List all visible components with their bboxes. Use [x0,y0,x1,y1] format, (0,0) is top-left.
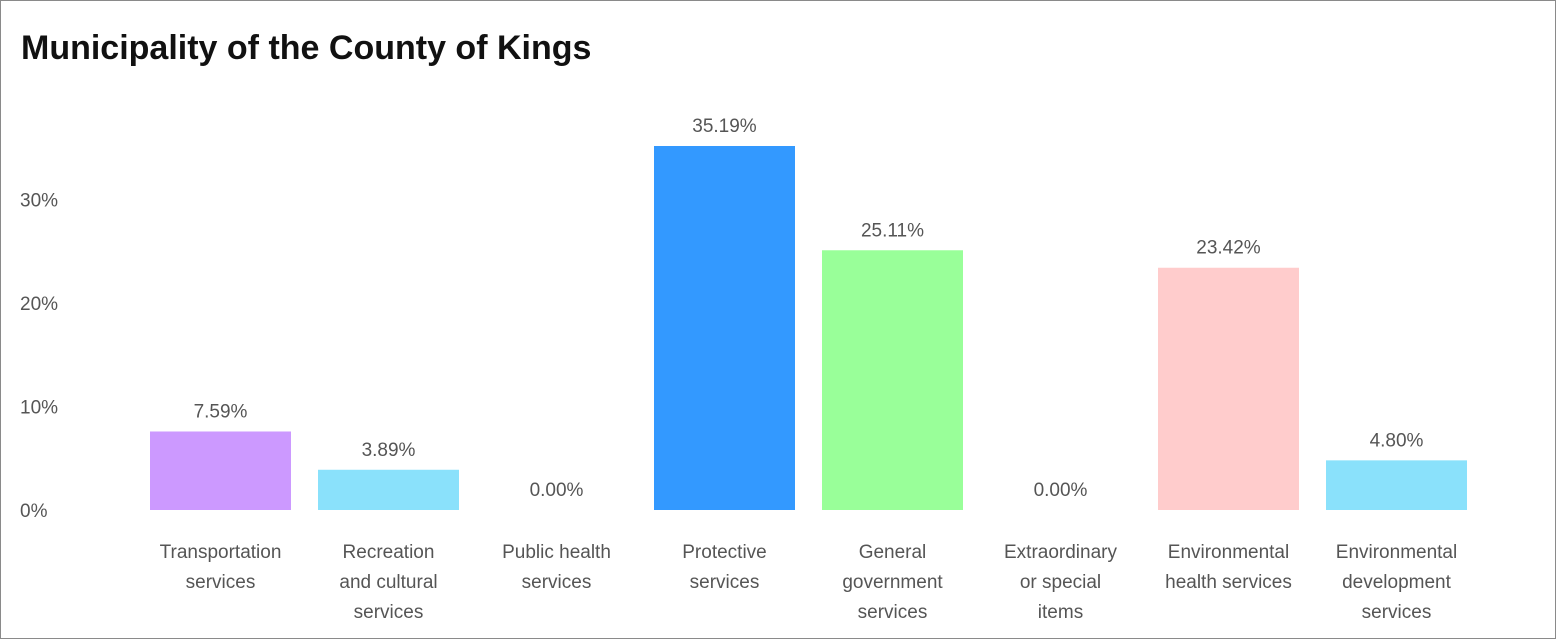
category-label-line: services [354,602,424,623]
y-tick-label: 20% [20,294,58,315]
category-label-line: Protective [682,542,766,563]
data-label: 0.00% [1034,480,1088,501]
bar [150,431,291,510]
category-label: Environmental development services [1336,542,1457,623]
category-label-line: Transportation [160,542,282,563]
category-label-line: Environmental [1336,542,1457,563]
category-label-line: government [842,572,943,593]
data-label: 35.19% [692,116,757,137]
category-label-line: or special [1020,572,1101,593]
y-tick-label: 0% [20,501,48,522]
category-label: Extraordinary or special items [1004,542,1117,623]
data-label: 23.42% [1196,238,1261,259]
bar [318,469,459,510]
bar [1158,267,1299,510]
bar [654,146,795,510]
y-tick-label: 10% [20,398,58,419]
category-label-line: General [859,542,927,563]
category-label-line: Public health [502,542,611,563]
category-label-line: Extraordinary [1004,542,1117,563]
category-label-line: services [522,572,592,593]
category-label-line: and cultural [339,572,437,593]
category-label: Transportation services [160,542,282,593]
category-label-line: Environmental [1168,542,1289,563]
data-label: 0.00% [530,480,584,501]
category-label: Protective services [682,542,766,593]
category-label-line: services [858,602,928,623]
data-label: 4.80% [1370,430,1424,451]
category-label: Recreation and cultural services [339,542,437,623]
bar [822,250,963,510]
data-label: 25.11% [861,220,924,241]
category-label-line: health services [1165,572,1292,593]
category-label: General government services [842,542,943,623]
category-label-line: services [1362,602,1432,623]
category-label-line: services [690,572,760,593]
bar [1326,460,1467,510]
category-label-line: development [1342,572,1452,593]
y-tick-label: 30% [20,191,58,212]
category-label: Public health services [502,542,611,593]
data-label: 7.59% [194,401,248,422]
category-label: Environmental health services [1165,542,1292,593]
category-label-line: items [1038,602,1083,623]
chart-title: Municipality of the County of Kings [21,29,592,67]
data-label: 3.89% [362,440,416,461]
category-label-line: Recreation [343,542,435,563]
category-label-line: services [186,572,256,593]
